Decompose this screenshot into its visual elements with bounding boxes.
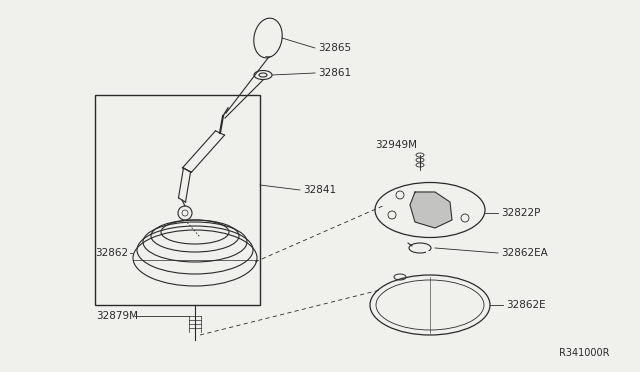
Text: 32949M: 32949M [375, 140, 417, 150]
Text: 32865: 32865 [318, 43, 351, 53]
Text: 32822P: 32822P [501, 208, 540, 218]
Polygon shape [410, 192, 452, 228]
Text: R341000R: R341000R [559, 348, 610, 358]
Text: 32879M: 32879M [96, 311, 138, 321]
Text: 32862EA: 32862EA [501, 248, 548, 258]
Text: 32862: 32862 [95, 248, 128, 258]
Text: 32841: 32841 [303, 185, 336, 195]
Text: 32861: 32861 [318, 68, 351, 78]
Text: 32862E: 32862E [506, 300, 546, 310]
Bar [95, 95, 260, 305]
